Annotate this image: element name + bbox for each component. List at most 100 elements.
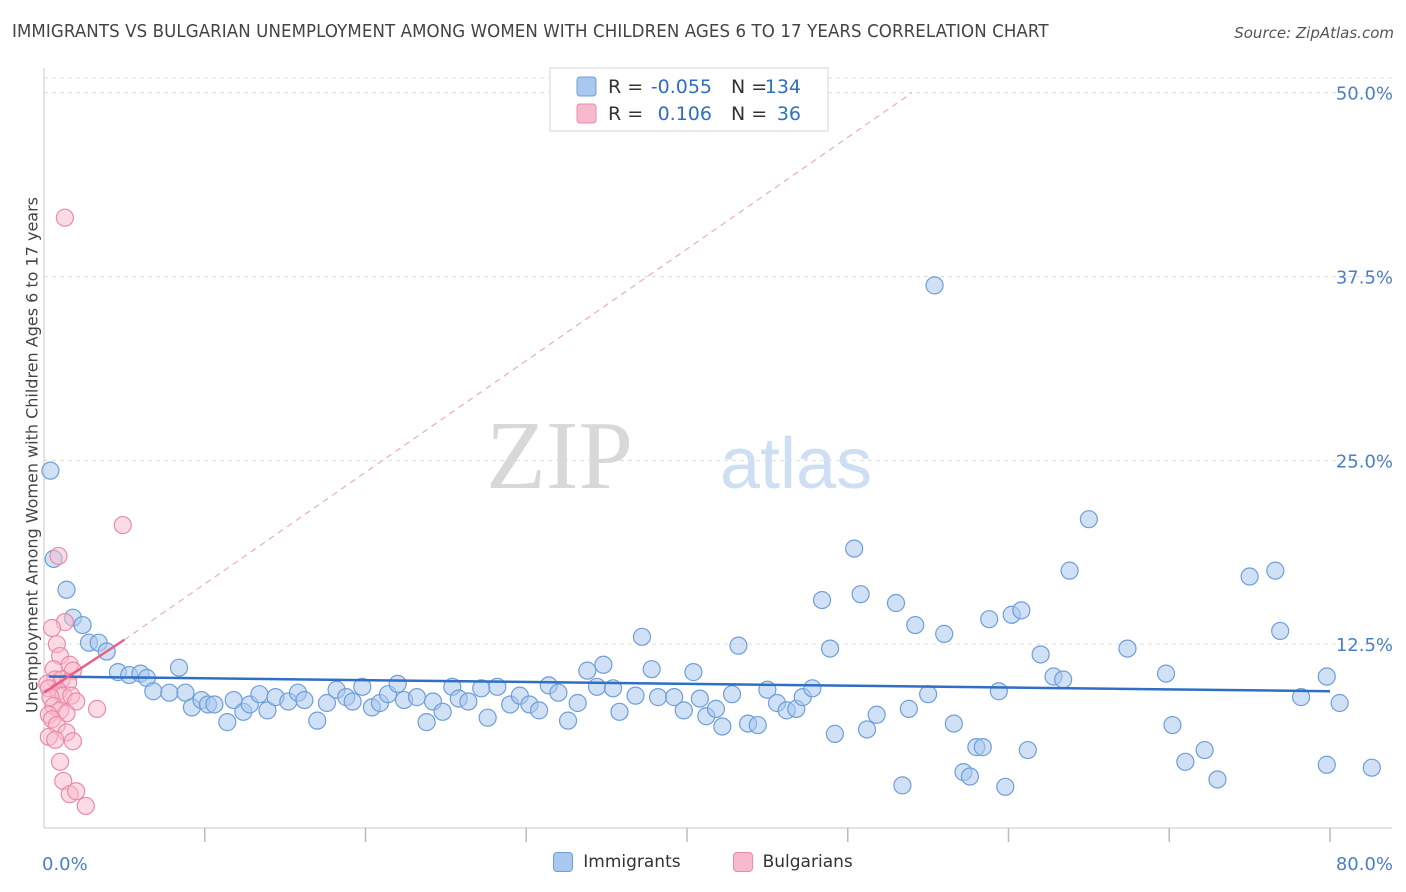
immigrants-point xyxy=(906,615,925,635)
immigrants-point xyxy=(1118,639,1137,658)
immigrants-point xyxy=(996,777,1015,796)
immigrants-point xyxy=(825,724,844,743)
y-tick-label: 25.0% xyxy=(1336,451,1393,472)
immigrants-point xyxy=(1317,667,1336,686)
bulgarians-point xyxy=(76,796,95,816)
immigrants-point xyxy=(459,692,478,711)
immigrants-point xyxy=(578,661,597,680)
immigrants-point xyxy=(1291,688,1311,707)
immigrants-point xyxy=(867,705,886,724)
immigrants-point xyxy=(478,708,497,727)
y-axis-label: Unemployment Among Women with Children A… xyxy=(22,196,42,714)
y-tick-label: 12.5% xyxy=(1336,635,1393,656)
legend-r-value-immigrants: -0.055 xyxy=(651,76,712,98)
immigrants-point xyxy=(594,655,613,674)
legend-item-bulgarians[interactable]: Bulgarians xyxy=(732,852,853,872)
watermark-atlas: atlas xyxy=(720,424,872,504)
immigrants-point xyxy=(1079,510,1098,529)
legend-n-label-immigrants: N = xyxy=(731,76,767,98)
immigrants-point xyxy=(1266,561,1285,580)
immigrants-point xyxy=(160,683,179,702)
pink-trend-extended xyxy=(124,92,913,641)
immigrants-point xyxy=(980,610,999,629)
bulgarians-point xyxy=(63,732,83,751)
bulgarians-point xyxy=(46,730,65,749)
immigrants-swatch xyxy=(553,852,574,872)
bulgarians-point xyxy=(67,782,86,801)
immigrants-point xyxy=(674,701,693,720)
immigrants-point xyxy=(845,539,864,558)
legend-n-value-immigrants: 134 xyxy=(765,76,801,98)
chart-title: IMMIGRANTS VS BULGARIAN UNEMPLOYMENT AMO… xyxy=(12,22,1049,42)
immigrants-point xyxy=(960,767,980,786)
tick-labels: 12.5% 25.0% 37.5% 50.0% 0.0% 80.0% xyxy=(42,84,1393,875)
immigrants-point xyxy=(1317,755,1336,774)
immigrants-point xyxy=(1176,752,1195,771)
immigrants-point xyxy=(388,674,407,693)
bulgarians-point xyxy=(42,618,62,638)
immigrants-point xyxy=(73,615,92,635)
x-tick-label: 0.0% xyxy=(42,854,88,875)
immigrants-point xyxy=(706,699,726,718)
immigrants-point xyxy=(353,677,372,696)
legend-n-value-bulgarians: 36 xyxy=(777,103,801,125)
immigrants-point xyxy=(343,692,362,711)
immigrants-point xyxy=(626,686,645,705)
immigrants-point xyxy=(317,693,337,713)
immigrants-point xyxy=(1362,758,1381,777)
immigrants-point xyxy=(417,713,436,732)
immigrants-point xyxy=(919,685,938,704)
immigrants-point xyxy=(57,580,76,599)
immigrants-point xyxy=(812,590,832,610)
immigrants-point xyxy=(684,663,703,682)
source-label: Source: ZipAtlas.com xyxy=(1234,24,1394,42)
legend-n-label-bulgarians: N = xyxy=(731,103,767,125)
bulgarians-point xyxy=(50,752,70,771)
immigrants-point xyxy=(1018,740,1037,760)
trend-lines xyxy=(43,638,1331,694)
immigrants-point xyxy=(587,677,607,696)
immigrants-point xyxy=(1208,770,1227,789)
immigrants-point xyxy=(308,711,327,730)
immigrants-point xyxy=(1156,664,1176,683)
immigrants-point xyxy=(722,685,742,704)
immigrants-point xyxy=(820,639,840,658)
immigrants-point xyxy=(250,685,269,704)
bulgarians-points xyxy=(38,208,132,816)
immigrants-point xyxy=(549,683,568,702)
immigrants-points xyxy=(41,276,1381,796)
legend-label-immigrants: Immigrants xyxy=(583,852,681,872)
immigrants-point xyxy=(1330,693,1349,713)
immigrants-point xyxy=(899,699,918,718)
bulgarians-swatch xyxy=(732,852,753,872)
series-legend: Immigrants Bulgarians xyxy=(0,852,1406,872)
bulgarians-point xyxy=(113,515,132,535)
bulgarians-point xyxy=(67,692,86,711)
immigrants-point xyxy=(205,695,224,714)
immigrants-point xyxy=(1271,621,1290,641)
immigrants-point xyxy=(144,682,163,701)
immigrants-point xyxy=(1195,740,1214,760)
immigrants-point xyxy=(1031,645,1050,664)
immigrants-point xyxy=(642,660,661,679)
legend-item-immigrants[interactable]: Immigrants xyxy=(553,852,681,872)
immigrants-point xyxy=(295,690,314,710)
immigrants-point xyxy=(1060,561,1079,580)
immigrants-point xyxy=(886,593,906,613)
bulgarians-trend-line xyxy=(43,638,126,694)
immigrants-point xyxy=(851,585,870,604)
immigrants-point xyxy=(258,701,277,720)
y-tick-label: 37.5% xyxy=(1336,268,1393,289)
legend-swatch-bulgarians xyxy=(576,103,597,124)
bulgarians-trend-extension xyxy=(124,92,913,641)
immigrants-point xyxy=(1240,567,1259,586)
y-tick-label: 50.0% xyxy=(1336,84,1393,105)
immigrants-point xyxy=(169,658,189,677)
immigrants-trend-line xyxy=(48,675,1331,693)
immigrants-point xyxy=(989,682,1008,701)
bulgarians-point xyxy=(87,699,107,718)
immigrants-point xyxy=(935,624,954,643)
immigrants-point xyxy=(1012,601,1031,620)
legend-r-value-bulgarians: 0.106 xyxy=(658,103,712,125)
